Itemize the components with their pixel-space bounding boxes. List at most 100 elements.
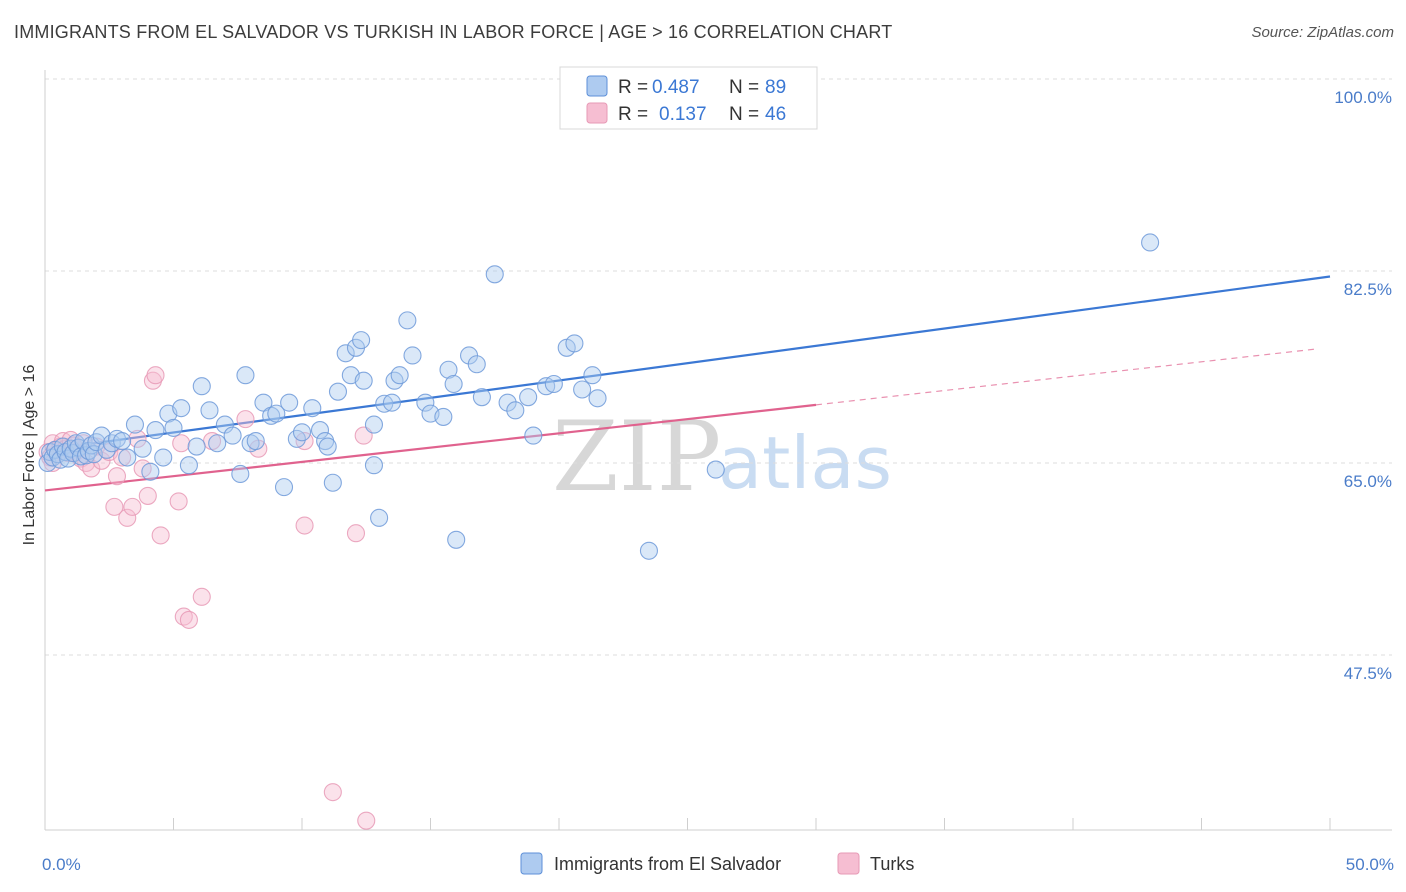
point-el-salvador-63 [364, 415, 384, 434]
x-tick-label-0: 0.0% [42, 855, 81, 874]
point-el-salvador-35 [187, 437, 206, 456]
point-el-salvador-89 [565, 334, 584, 353]
point-el-salvador-51 [292, 423, 312, 442]
y-tick-label-1: 82.5% [1344, 280, 1392, 299]
legend-n-label-1: N = [729, 77, 759, 98]
point-el-salvador-32 [164, 418, 183, 437]
y-tick-label-3: 47.5% [1344, 664, 1392, 683]
point-el-salvador-24 [113, 432, 132, 451]
point-el-salvador-28 [141, 462, 160, 481]
points-el-salvador [38, 233, 1160, 560]
axes [44, 70, 1392, 831]
point-el-salvador-58 [336, 344, 355, 363]
point-el-salvador-25 [118, 448, 137, 467]
watermark-zip: ZIP [552, 401, 721, 513]
point-el-salvador-74 [434, 407, 453, 426]
point-el-salvador-30 [154, 448, 173, 467]
point-el-salvador-66 [375, 394, 394, 413]
point-turks-28 [151, 526, 170, 545]
legend-box: R = 0.487 N = 89 R = 0.137 N = 46 [559, 66, 818, 130]
point-el-salvador-84 [519, 388, 538, 407]
legend-r-value-1: 0.487 [652, 77, 700, 98]
point-el-salvador-33 [172, 399, 191, 418]
point-el-salvador-29 [146, 421, 165, 440]
point-el-salvador-55 [318, 437, 337, 456]
point-el-salvador-85 [524, 426, 543, 445]
y-tick-label-0: 100.0% [1334, 88, 1392, 107]
legend-r-label-2: R = [618, 104, 648, 125]
point-el-salvador-48 [274, 478, 294, 497]
point-turks-29 [169, 492, 188, 511]
point-el-salvador-26 [125, 415, 144, 434]
point-el-salvador-37 [200, 401, 219, 420]
point-el-salvador-56 [323, 473, 342, 492]
trend-line-turks [44, 403, 817, 492]
point-turks-39 [323, 783, 342, 802]
point-turks-25 [138, 486, 157, 505]
point-el-salvador-77 [447, 530, 466, 549]
point-el-salvador-91 [583, 366, 602, 385]
chart-title: IMMIGRANTS FROM EL SALVADOR VS TURKISH I… [14, 22, 893, 42]
point-el-salvador-67 [382, 393, 402, 412]
point-turks-42 [357, 811, 376, 830]
bottom-legend-label-pink: Turks [870, 854, 914, 874]
point-turks-33 [192, 587, 211, 606]
point-el-salvador-34 [179, 456, 198, 475]
point-turks-19 [107, 467, 127, 486]
point-el-salvador-61 [352, 331, 371, 350]
trend-lines [44, 275, 1331, 492]
point-el-salvador-93 [639, 541, 659, 560]
point-el-salvador-27 [133, 439, 152, 458]
point-turks-38 [295, 516, 314, 535]
point-el-salvador-57 [328, 382, 348, 401]
point-turks-32 [179, 610, 198, 629]
point-el-salvador-75 [439, 360, 458, 379]
bottom-legend-swatch-blue [520, 852, 543, 875]
point-el-salvador-62 [354, 371, 373, 390]
point-turks-21 [118, 508, 137, 527]
point-el-salvador-70 [398, 311, 417, 330]
x-tick-label-1: 50.0% [1346, 855, 1394, 874]
point-el-salvador-83 [506, 401, 525, 420]
point-el-salvador-53 [310, 421, 330, 440]
point-el-salvador-76 [444, 374, 463, 394]
point-turks-30 [172, 434, 191, 453]
point-turks-27 [146, 366, 165, 385]
point-el-salvador-65 [370, 508, 389, 527]
bottom-legend-swatch-pink [837, 852, 860, 875]
legend-n-value-1: 89 [765, 77, 786, 98]
legend-r-value-2: 0.137 [659, 104, 707, 125]
legend-n-label-2: N = [729, 104, 759, 125]
point-el-salvador-82 [498, 393, 517, 412]
point-turks-18 [105, 497, 124, 516]
point-el-salvador-90 [573, 380, 592, 399]
point-el-salvador-52 [303, 399, 322, 418]
point-el-salvador-68 [385, 371, 404, 390]
point-el-salvador-95 [1141, 233, 1160, 252]
point-el-salvador-87 [544, 374, 563, 394]
point-turks-22 [123, 497, 142, 516]
ticks: 100.0% 82.5% 65.0% 47.5% 0.0% 50.0% [42, 88, 1394, 874]
point-turks-23 [128, 429, 147, 448]
legend-swatch-blue [586, 75, 608, 97]
point-turks-40 [346, 524, 366, 543]
point-el-salvador-71 [403, 346, 422, 365]
point-el-salvador-41 [231, 464, 250, 484]
bottom-legend: Immigrants from El Salvador Turks [520, 852, 914, 875]
legend-n-value-2: 46 [765, 104, 786, 125]
point-el-salvador-72 [416, 393, 435, 412]
point-el-salvador-36 [192, 377, 211, 396]
point-el-salvador-47 [267, 404, 286, 423]
point-turks-31 [174, 607, 193, 626]
legend-r-label-1: R = [618, 77, 648, 98]
y-axis-title: In Labor Force | Age > 16 [21, 365, 38, 546]
point-el-salvador-92 [588, 389, 607, 408]
point-el-salvador-42 [236, 366, 255, 385]
point-el-salvador-44 [246, 432, 265, 451]
bottom-legend-label-blue: Immigrants from El Salvador [554, 854, 781, 874]
point-el-salvador-38 [208, 434, 227, 453]
legend-swatch-pink [586, 102, 608, 124]
point-el-salvador-94 [706, 460, 725, 479]
source-credit: Source: ZipAtlas.com [1251, 24, 1394, 41]
